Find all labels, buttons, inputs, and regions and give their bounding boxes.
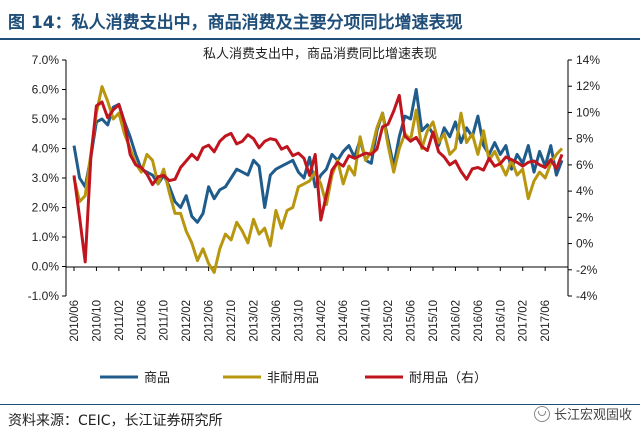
x-tick-label: 2010/06 xyxy=(69,300,81,342)
right-tick-label: 6% xyxy=(576,158,594,172)
source-note: 资料来源：CEIC，长江证券研究所 xyxy=(8,413,223,429)
title-rule xyxy=(0,38,640,40)
x-tick-label: 2013/06 xyxy=(271,300,283,342)
x-tick-label: 2012/10 xyxy=(226,300,238,342)
x-tick-label: 2014/10 xyxy=(361,300,373,342)
x-tick-label: 2012/02 xyxy=(181,300,193,342)
x-tick-label: 2014/06 xyxy=(338,300,350,342)
x-tick-label: 2015/10 xyxy=(428,300,440,342)
right-tick-label: -2% xyxy=(576,263,598,277)
watermark: 长江宏观固收 xyxy=(533,404,632,423)
legend-label: 商品 xyxy=(144,371,170,386)
series-line xyxy=(72,93,564,264)
watermark-text: 长江宏观固收 xyxy=(553,408,632,423)
bottom-rule xyxy=(0,404,640,405)
left-tick-label: 2.0% xyxy=(32,201,60,215)
left-tick-label: 6.0% xyxy=(32,83,60,97)
x-tick-label: 2011/06 xyxy=(136,300,148,341)
left-tick-label: 5.0% xyxy=(32,112,60,126)
right-tick-label: 0% xyxy=(576,237,594,251)
series-lines xyxy=(72,85,564,274)
left-tick-label: -1.0% xyxy=(28,289,60,303)
x-tick-label: 2016/02 xyxy=(450,300,462,342)
x-tick-label: 2012/06 xyxy=(204,300,216,342)
x-tick-label: 2017/02 xyxy=(518,300,530,342)
x-tick-label: 2016/06 xyxy=(473,300,485,342)
x-tick-label: 2013/02 xyxy=(248,300,260,342)
right-tick-label: -4% xyxy=(576,289,598,303)
legend-label: 耐用品（右） xyxy=(409,371,487,386)
right-tick-label: 14% xyxy=(576,53,600,67)
line-chart: 私人消费支出中，商品消费同比增速表现 -1.0% 0.0% 1.0% 2.0% 3.0%… xyxy=(28,47,601,386)
x-tick-label: 2010/10 xyxy=(91,300,103,342)
x-axis-ticks: 2010/06 2010/10 2011/02 2011/06 2011/10 2012/… xyxy=(69,267,552,342)
x-tick-label: 2015/06 xyxy=(406,300,418,342)
left-tick-label: 4.0% xyxy=(32,142,60,156)
x-tick-label: 2017/06 xyxy=(540,300,552,342)
legend-label: 非耐用品 xyxy=(267,371,319,386)
x-tick-label: 2011/10 xyxy=(159,300,171,341)
left-tick-label: 7.0% xyxy=(32,53,60,67)
right-tick-label: 8% xyxy=(576,132,594,146)
x-tick-label: 2014/02 xyxy=(316,300,328,342)
right-axis-ticks: -4% -2% 0% 2% 4% 6% 8% 10% 12% 14% xyxy=(568,53,600,303)
legend: 商品 非耐用品 耐用品（右） xyxy=(100,371,487,386)
left-axis-ticks: -1.0% 0.0% 1.0% 2.0% 3.0% 4.0% 5.0% 6.0% 7.0% xyxy=(28,53,66,303)
right-tick-label: 12% xyxy=(576,79,600,93)
left-tick-label: 1.0% xyxy=(32,230,60,244)
x-tick-label: 2013/10 xyxy=(293,300,305,342)
x-tick-label: 2011/02 xyxy=(114,300,126,341)
figure-title: 图 14：私人消费支出中，商品消费及主要分项同比增速表现 xyxy=(8,13,463,33)
x-tick-label: 2015/02 xyxy=(383,300,395,342)
wechat-icon xyxy=(533,405,550,422)
left-tick-label: 0.0% xyxy=(32,260,60,274)
chart-title: 私人消费支出中，商品消费同比增速表现 xyxy=(203,47,437,62)
right-tick-label: 4% xyxy=(576,184,594,198)
left-tick-label: 3.0% xyxy=(32,171,60,185)
x-tick-label: 2016/10 xyxy=(495,300,507,342)
right-tick-label: 10% xyxy=(576,105,600,119)
right-tick-label: 2% xyxy=(576,210,594,224)
